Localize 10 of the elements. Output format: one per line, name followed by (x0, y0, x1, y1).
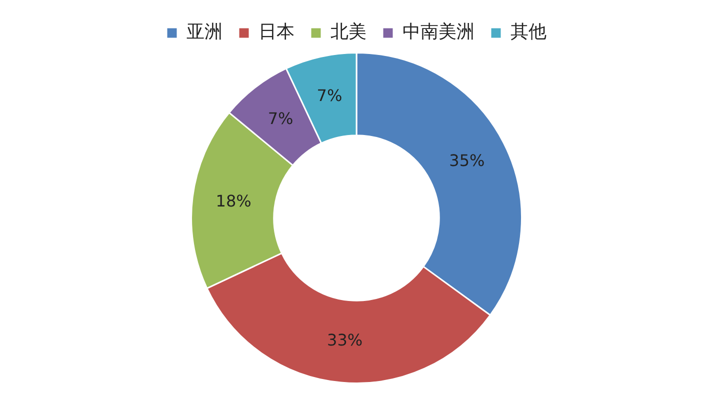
legend-label: 中南美洲 (402, 22, 474, 43)
data-label: 33% (327, 330, 363, 350)
data-label: 35% (449, 150, 485, 170)
legend-label: 日本 (258, 22, 294, 43)
legend-label: 亚洲 (186, 22, 222, 43)
legend-label: 北美 (330, 22, 366, 43)
data-label: 7% (268, 109, 294, 128)
legend-label: 其他 (510, 22, 546, 43)
data-label: 7% (316, 86, 342, 106)
data-label: 18% (216, 192, 252, 211)
